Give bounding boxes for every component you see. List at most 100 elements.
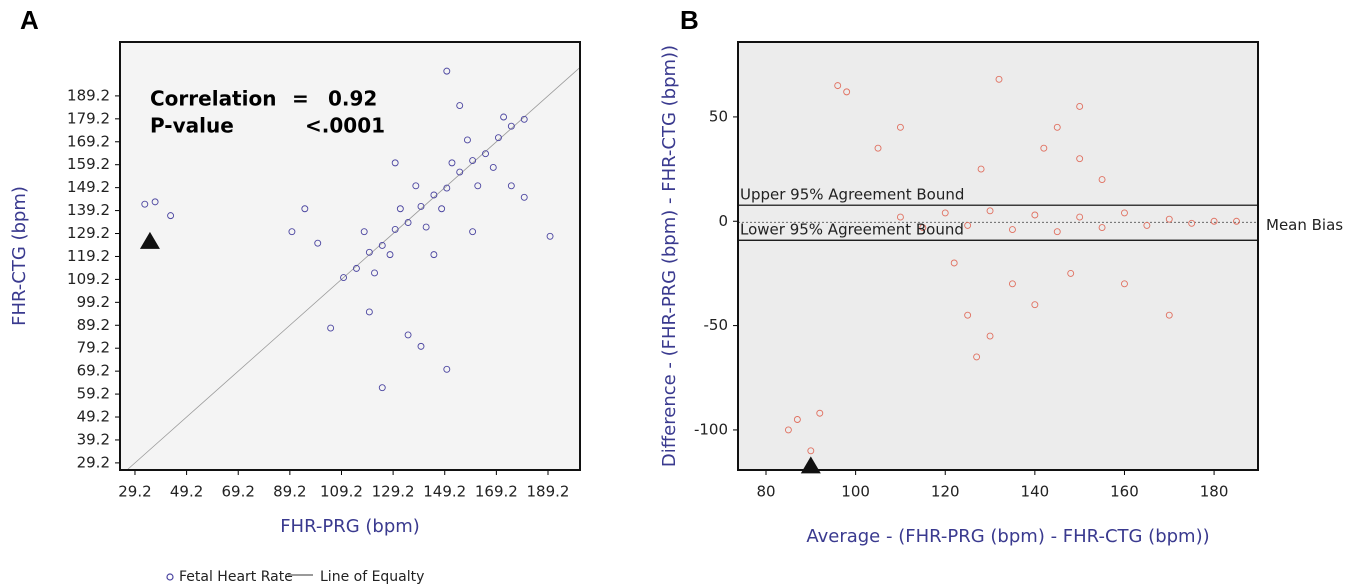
y-tick-label: 99.2 [77,293,110,311]
data-point [301,205,309,213]
plot-area [738,42,1258,470]
data-point [353,264,360,272]
y-tick-label: 129.2 [67,224,110,242]
data-point [1076,213,1084,221]
data-point [141,200,149,208]
x-tick-label: 89.2 [273,483,306,501]
x-tick-label: 169.2 [475,483,518,501]
outlier-marker [139,231,160,249]
legend-label: Fetal Heart Rate [179,569,293,585]
data-point [807,447,815,455]
data-point [1188,219,1196,227]
y-tick-label: 59.2 [77,385,110,403]
legend-marker [166,573,174,581]
data-point [1040,144,1048,152]
y-tick-label: 189.2 [67,86,110,104]
data-point [1098,224,1106,231]
data-point [896,123,904,131]
data-point [443,67,451,75]
y-tick-label: 119.2 [67,247,110,265]
x-tick-label: 189.2 [527,483,570,501]
data-point [340,274,347,282]
data-point [438,205,446,213]
reference-label: Lower 95% Agreement Bound [740,221,964,239]
data-point [1165,311,1173,319]
x-tick-label: 160 [1110,483,1139,501]
data-point [507,182,515,190]
data-point [365,308,373,316]
panel-label: B [680,5,699,35]
x-tick-label: 80 [756,483,775,501]
x-axis-title: FHR-PRG (bpm) [280,516,420,537]
y-tick-label: -100 [694,420,728,438]
y-tick-label: 89.2 [77,316,110,334]
data-point [1121,280,1128,288]
data-point [1031,301,1039,309]
y-tick-label: 169.2 [67,132,110,150]
data-point [327,324,335,332]
y-tick-label: 39.2 [77,430,110,448]
data-point [520,193,528,201]
x-tick-label: 49.2 [170,483,203,501]
y-axis-title: Difference - (FHR-PRG (bpm) - FHR-CTG (b… [659,45,680,467]
y-tick-label: 139.2 [67,201,110,219]
plot-frame [737,41,1259,471]
legend-label: Line of Equalty [320,569,424,585]
data-point [391,225,399,233]
data-point [1165,215,1173,223]
data-point [489,164,497,171]
data-point [1098,176,1106,183]
data-point [520,115,528,123]
data-point [430,251,438,259]
data-point [964,221,972,229]
stat-label: Correlation [150,87,276,111]
stat-value: 0.92 [328,87,377,111]
y-tick-label: 49.2 [77,408,110,426]
stat-sep: = [292,87,309,111]
data-point [874,144,882,152]
data-point [469,228,477,236]
data-point [378,384,386,392]
y-tick-label: 109.2 [67,270,110,288]
x-tick-label: 180 [1200,483,1229,501]
data-point [404,331,412,339]
x-tick-label: 29.2 [118,483,151,501]
data-point [443,184,451,192]
x-axis-title: Average - (FHR-PRG (bpm) - FHR-CTG (bpm)… [806,526,1209,547]
reference-label: Upper 95% Agreement Bound [740,186,964,204]
plot-frame [119,41,581,471]
data-point [1009,226,1016,234]
data-point [167,212,175,220]
data-point [1121,209,1128,217]
data-point [456,102,464,109]
data-point [977,165,985,173]
x-tick-label: 129.2 [372,483,415,501]
y-tick-label: 159.2 [67,155,110,173]
data-point [784,426,792,434]
data-point [1076,155,1084,163]
x-tick-label: 100 [841,483,870,501]
y-tick-label: 179.2 [67,109,110,127]
data-point [360,228,368,236]
x-tick-label: 109.2 [320,483,363,501]
data-point [896,213,904,221]
reference-label: Mean Bias [1266,216,1343,234]
data-point [417,203,425,210]
y-tick-label: 0 [718,212,728,230]
data-point [1053,123,1061,131]
y-tick-label: 149.2 [67,178,110,196]
data-point [443,365,451,373]
y-axis-title: FHR-CTG (bpm) [9,186,30,326]
data-point [964,311,972,319]
panel-label: A [20,5,39,35]
data-point [378,241,386,249]
data-point [507,122,515,130]
data-point [1009,280,1016,288]
data-point [396,205,404,213]
data-point [986,332,994,340]
x-tick-label: 140 [1021,483,1050,501]
stat-label: P-value [150,114,234,138]
data-point [151,198,159,206]
x-tick-label: 69.2 [222,483,255,501]
